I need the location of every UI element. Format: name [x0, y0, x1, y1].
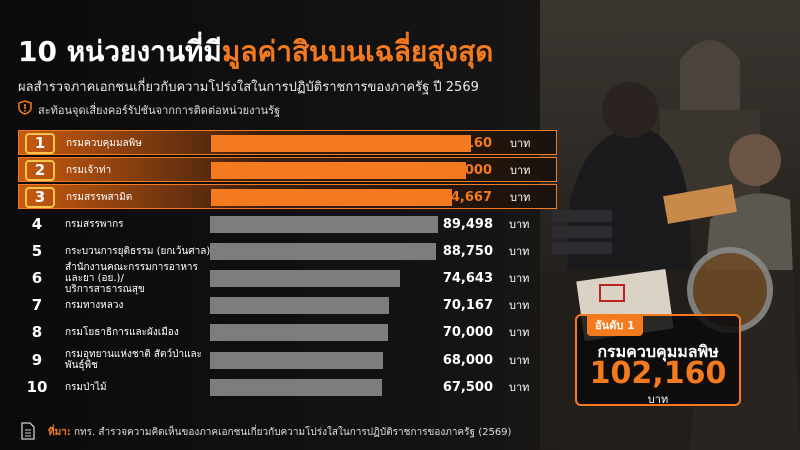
unit-label: บาท [509, 326, 530, 340]
title-part: มูลค่าสินบนเฉลี่ยสูงสุด [221, 35, 494, 68]
bar [210, 242, 436, 260]
subtitle: ผลสำรวจภาคเอกชนเกี่ยวกับความโปร่งใสในการ… [18, 80, 479, 95]
source-text: กทร. สำรวจความคิดเห็นของภาคเอกชนเกี่ยวกั… [74, 427, 512, 438]
bar [210, 378, 382, 396]
value-label: 102,160 [432, 136, 492, 151]
highlight-name: กรมควบคุมมลพิษ [597, 342, 719, 361]
category-label: กรมทางหลวง [65, 300, 124, 312]
value-label: 89,498 [442, 216, 493, 232]
value-label: 68,000 [442, 352, 493, 368]
highlight-box: อันดับ 1 กรมควบคุมมลพิษ 102,160 บาท [575, 314, 741, 406]
bar-row: 7 กรมทางหลวง 70,167 บาท [18, 293, 557, 318]
category-label: กรมสรรพสามิต [66, 192, 133, 204]
rank: 3 [25, 187, 55, 209]
category-label: สำนักงานคณะกรรมการอาหารและยา (อย.)/ บริก… [65, 262, 198, 295]
bar [210, 215, 438, 233]
value-label: 74,643 [442, 271, 493, 286]
value-label: 67,500 [442, 379, 493, 395]
rank: 8 [31, 323, 43, 342]
unit-label: บาท [509, 380, 530, 394]
rank: 10 [26, 377, 48, 396]
unit-label: บาท [509, 244, 530, 258]
bar [211, 162, 466, 180]
bar-row: 4 กรมสรรพากร 89,498 บาท [18, 212, 557, 237]
unit-label: บาท [510, 191, 531, 205]
value-label: 70,000 [442, 325, 493, 341]
chart-title: 10 หน่วยงานที่มีมูลค่าสินบนเฉลี่ยสูงสุด [18, 30, 493, 74]
bar-row: 2 กรมเจ้าท่า 100,000 บาท [18, 157, 557, 183]
category-label: กระบวนการยุติธรรม (ยกเว้นศาล) [65, 245, 211, 257]
value-label: 94,667 [441, 190, 492, 206]
rank: 6 [31, 269, 43, 287]
category-label: กรมสรรพากร [65, 218, 124, 230]
highlight-value: 102,160 [589, 356, 727, 391]
source-label: ที่มา: [48, 427, 71, 438]
highlight-label: อันดับ 1 [587, 314, 643, 336]
bar [211, 135, 471, 152]
warning-icon [18, 100, 32, 115]
value-label: 70,167 [442, 298, 493, 314]
unit-label: บาท [509, 353, 530, 367]
bar-row: 1 กรมควบคุมมลพิษ 102,160 บาท [18, 130, 557, 155]
bar-row: 6 สำนักงานคณะกรรมการอาหารและยา (อย.)/ บริ… [18, 262, 557, 295]
value-label: 100,000 [432, 163, 492, 179]
rank: 2 [25, 160, 55, 182]
unit-label: บาท [510, 137, 531, 150]
unit-label: บาท [510, 164, 531, 178]
value-label: 88,750 [442, 243, 493, 259]
rank: 4 [31, 214, 43, 233]
note: สะท้อนจุดเสี่ยงคอร์รัปชันจากการติดต่อหน่… [38, 104, 281, 117]
category-label: กรมควบคุมมลพิษ [66, 138, 142, 149]
bar-row: 10 กรมป่าไม้ 67,500 บาท [18, 375, 557, 400]
category-label: กรมอุทยานแห่งชาติ สัตว์ป่าและพันธุ์พืช [65, 349, 203, 372]
bar [210, 324, 389, 342]
bar [210, 297, 389, 315]
rank: 5 [31, 241, 43, 260]
unit-label: บาท [509, 217, 530, 231]
rank: 9 [31, 350, 43, 369]
unit-label: บาท [509, 272, 530, 285]
category-label: กรมโยธาธิการและผังเมือง [65, 327, 179, 339]
bar-row: 9 กรมอุทยานแห่งชาติ สัตว์ป่าและพันธุ์พืช 6… [18, 348, 557, 373]
bar [211, 189, 452, 207]
highlight-unit: บาท [647, 393, 669, 406]
unit-label: บาท [509, 299, 530, 313]
title-part: 10 หน่วยงานที่มี [18, 35, 222, 68]
document-icon [21, 422, 35, 440]
bar [210, 351, 384, 369]
rank: 7 [31, 296, 43, 315]
rank: 1 [25, 133, 55, 154]
bar-row: 3 กรมสรรพสามิต 94,667 บาท [18, 184, 557, 210]
category-label: กรมป่าไม้ [65, 381, 107, 393]
category-label: กรมเจ้าท่า [66, 165, 112, 177]
source: ที่มา: กทร. สำรวจความคิดเห็นของภาคเอกชนเ… [48, 425, 511, 440]
bar-row: 5 กระบวนการยุติธรรม (ยกเว้นศาล) 88,750 บาท [18, 239, 557, 264]
bar [210, 270, 400, 287]
bar-row: 8 กรมโยธาธิการและผังเมือง 70,000 บาท [18, 320, 557, 345]
